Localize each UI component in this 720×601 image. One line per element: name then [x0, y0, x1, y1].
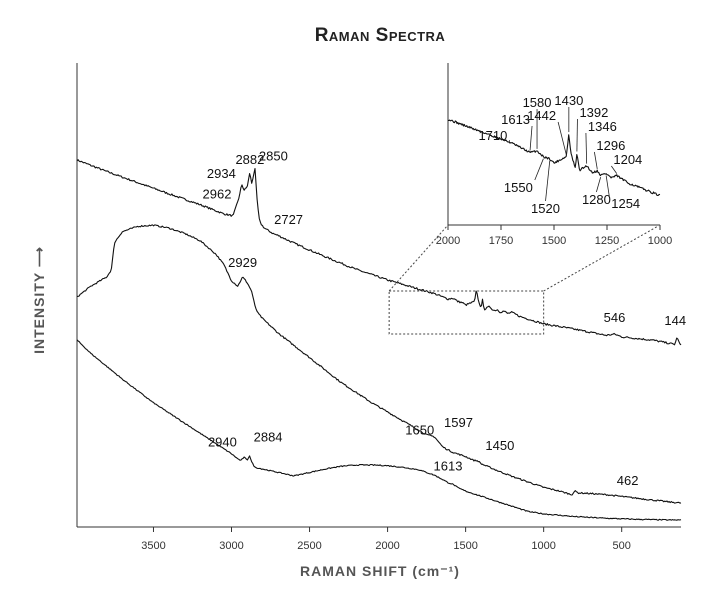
inset-series-layer	[447, 119, 661, 197]
peak-label: 1650	[405, 422, 434, 437]
x-tick-label: 3500	[141, 540, 165, 552]
peak-label: 1613	[434, 459, 463, 474]
inset-leader-line	[605, 175, 610, 197]
x-ticks: 3500 3000 2500 2000 1500 1000 500	[141, 527, 631, 552]
peak-label: 2934	[207, 166, 236, 181]
inset-leader-line	[557, 121, 567, 155]
inset-leader-line	[545, 160, 551, 202]
inset-peak-label: 1280	[582, 192, 611, 207]
spectrum-line-2	[76, 224, 682, 504]
x-tick-label: 2500	[297, 540, 321, 552]
inset-background	[448, 63, 660, 226]
peak-label: 144	[664, 313, 686, 328]
zoom-box-rect	[388, 290, 545, 335]
inset-leader-line	[576, 118, 578, 152]
chart-title: Raman Spectra	[315, 25, 446, 46]
x-tick-label: 2000	[375, 540, 399, 552]
spectrum-line-3	[76, 339, 682, 521]
zoom-connector-left	[388, 224, 449, 292]
inset-leader-line	[529, 125, 533, 151]
inset-peak-label: 1613	[501, 112, 530, 127]
inset-leader-line	[596, 176, 602, 193]
inset-tick-label: 1750	[489, 235, 513, 247]
zoom-region	[388, 224, 661, 335]
x-tick-label: 1000	[531, 540, 555, 552]
inset-leader-line	[585, 132, 588, 164]
inset-peak-label: 1520	[531, 201, 560, 216]
inset-peak-label: 1442	[527, 108, 556, 123]
inset-peak-label: 1430	[554, 93, 583, 108]
inset-tick-label: 1000	[648, 235, 672, 247]
peak-label: 2940	[208, 435, 237, 450]
series-layer	[76, 159, 682, 521]
inset-peak-label: 1204	[613, 152, 642, 167]
x-axis-label: RAMAN SHIFT (cm⁻¹)	[300, 563, 460, 579]
x-tick-label: 500	[613, 540, 631, 552]
inset-peak-label: 1254	[611, 196, 640, 211]
peak-label: 1450	[485, 438, 514, 453]
inset-tick-label: 1500	[542, 235, 566, 247]
plot-frame	[76, 63, 681, 528]
y-axis-label: INTENSITY ⟶	[31, 246, 47, 354]
peak-label: 1597	[444, 415, 473, 430]
peak-label: 462	[617, 473, 639, 488]
inset-peak-label: 1710	[478, 128, 507, 143]
peak-label: 2929	[228, 255, 257, 270]
peak-label: 2884	[254, 429, 283, 444]
x-tick-label: 3000	[219, 540, 243, 552]
inset-peak-label: 1346	[588, 119, 617, 134]
inset-spectrum-line	[447, 119, 661, 197]
peak-label: 546	[604, 310, 626, 325]
spectrum-line-1	[76, 159, 682, 346]
inset-peak-label: 1296	[596, 138, 625, 153]
inset-peak-label: 1392	[579, 105, 608, 120]
inset-tick-label: 1250	[595, 235, 619, 247]
peak-label: 2727	[274, 212, 303, 227]
inset-leader-line	[534, 158, 544, 181]
inset-leader-line	[611, 165, 618, 174]
peak-label: 2962	[203, 186, 232, 201]
inset-tick-label: 2000	[436, 235, 460, 247]
inset-leader-line	[594, 151, 598, 169]
peak-label: 2850	[259, 149, 288, 164]
x-tick-label: 1500	[453, 540, 477, 552]
inset-x-ticks: 2000 1750 1500 1250 1000	[436, 225, 672, 247]
inset-peak-label: 1550	[504, 180, 533, 195]
peak-label: 2882	[235, 152, 264, 167]
inset-peak-label: 1580	[523, 95, 552, 110]
